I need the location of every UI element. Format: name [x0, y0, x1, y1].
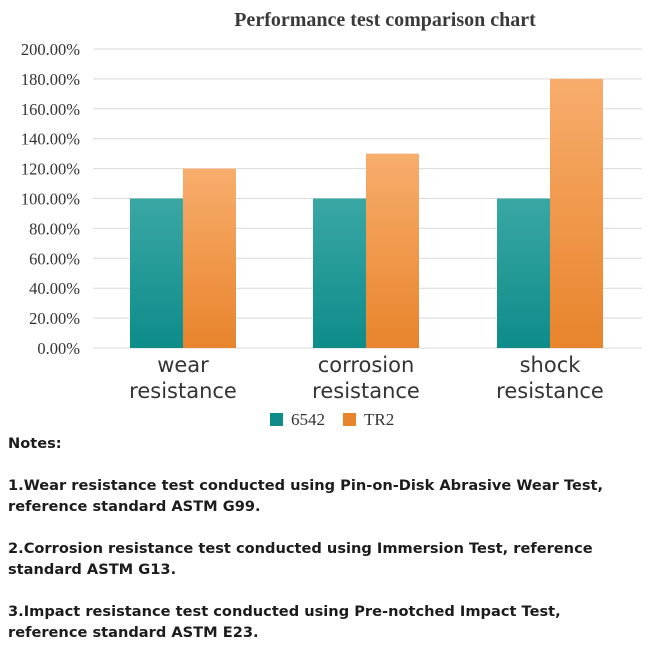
y-tick-label: 120.00%: [21, 160, 80, 179]
chart-title: Performance test comparison chart: [234, 9, 536, 31]
y-tick-label: 160.00%: [21, 100, 80, 119]
bar-6542-corrosion: [313, 198, 366, 348]
legend: 6542 TR2: [270, 410, 394, 429]
x-category-label: resistance: [312, 379, 420, 403]
legend-label-6542: 6542: [291, 410, 325, 429]
note-item-wear: 1.Wear resistance test conducted using P…: [8, 477, 604, 515]
bar-tr2-corrosion: [366, 153, 419, 348]
y-tick-label: 80.00%: [29, 219, 80, 238]
bars: [130, 78, 603, 349]
x-category-label: corrosion: [318, 353, 415, 377]
x-category-label: resistance: [129, 379, 237, 403]
bar-tr2-shock: [550, 78, 603, 349]
y-tick-label: 140.00%: [21, 130, 80, 149]
y-tick-label: 200.00%: [21, 40, 80, 59]
y-tick-label: 60.00%: [29, 249, 80, 268]
bar-6542-shock: [497, 198, 550, 348]
x-category-label: shock: [520, 353, 582, 377]
y-tick-label: 20.00%: [29, 309, 80, 328]
note-item-corrosion: 2.Corrosion resistance test conducted us…: [8, 540, 593, 578]
legend-label-tr2: TR2: [364, 410, 394, 429]
x-category-label: wear: [157, 353, 209, 377]
x-axis-category-labels: wearresistancecorrosionresistanceshockre…: [129, 353, 604, 403]
performance-chart: Performance test comparison chart 0.00% 2…: [21, 9, 642, 429]
x-category-label: resistance: [496, 379, 604, 403]
y-tick-label: 180.00%: [21, 70, 80, 89]
bar-6542-wear: [130, 198, 183, 348]
bar-tr2-wear: [183, 168, 236, 348]
note-item-impact: 3.Impact resistance test conducted using…: [8, 603, 561, 641]
legend-swatch-tr2: [343, 413, 356, 426]
y-tick-label: 100.00%: [21, 190, 80, 209]
y-tick-label: 40.00%: [29, 279, 80, 298]
notes-section: Notes: 1.Wear resistance test conducted …: [8, 433, 644, 664]
y-axis-tick-labels: 0.00% 20.00% 40.00% 60.00% 80.00% 100.00% 120.…: [21, 40, 80, 358]
legend-swatch-6542: [270, 413, 283, 426]
y-tick-label: 0.00%: [37, 339, 80, 358]
notes-heading: Notes:: [8, 435, 62, 452]
